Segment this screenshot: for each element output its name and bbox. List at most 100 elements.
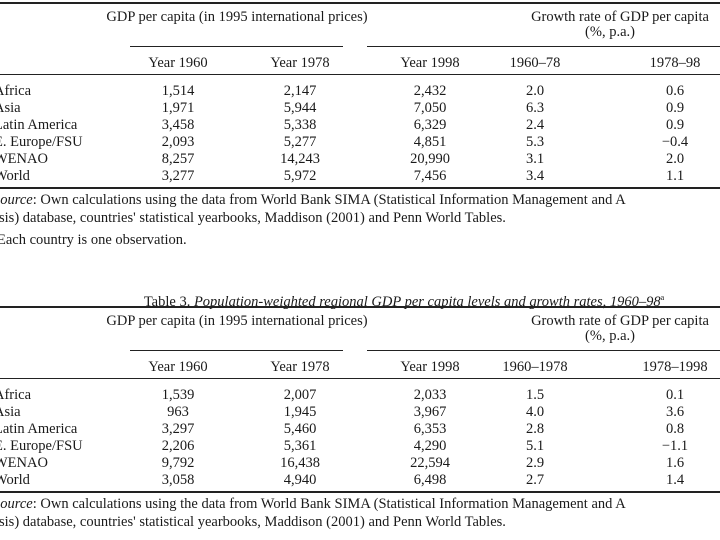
table-cell: 2,007 xyxy=(283,387,317,403)
column-header: 1960–78 xyxy=(509,55,561,71)
table-cell: 1.6 xyxy=(665,455,685,471)
table-cell: 6,329 xyxy=(413,117,447,133)
table-cell: 3,967 xyxy=(413,404,447,420)
table-cell: 2.0 xyxy=(665,151,685,167)
table-top-rule xyxy=(0,2,720,4)
table-cell: −0.4 xyxy=(661,134,689,150)
table-cell: 2,147 xyxy=(283,83,317,99)
column-header: Year 1960 xyxy=(148,55,208,71)
table-cell: 5.1 xyxy=(525,438,545,454)
table-caption: Table 3. Population-weighted regional GD… xyxy=(144,290,664,310)
table-cell: 963 xyxy=(167,404,189,420)
source-note-line1: Source: Own calculations using the data … xyxy=(0,496,626,512)
table-cell: 2,033 xyxy=(413,387,447,403)
row-label: Asia xyxy=(0,100,21,116)
row-label: Latin America xyxy=(0,117,78,133)
table-cell: 6.3 xyxy=(525,100,545,116)
source-note-line2: sis) database, countries' statistical ye… xyxy=(0,210,506,226)
table-cell: 5,972 xyxy=(283,168,317,184)
column-header: Year 1978 xyxy=(270,359,330,375)
table-cell: 5,460 xyxy=(283,421,317,437)
table-cell: 2.4 xyxy=(525,117,545,133)
table-cell: 6,498 xyxy=(413,472,447,488)
table-cell: 0.9 xyxy=(665,100,685,116)
growth-group-unit: (%, p.a.) xyxy=(585,24,635,40)
row-label: E. Europe/FSU xyxy=(0,438,83,454)
growth-group-unit: (%, p.a.) xyxy=(585,328,635,344)
source-note-line2: sis) database, countries' statistical ye… xyxy=(0,514,506,530)
caption-footnote-marker: a xyxy=(660,293,665,302)
growth-group-rule xyxy=(367,46,720,47)
gdp-group-rule xyxy=(130,350,343,351)
row-label: E. Europe/FSU xyxy=(0,134,83,150)
gdp-group-header: GDP per capita (in 1995 international pr… xyxy=(106,9,368,25)
header-bottom-rule xyxy=(0,74,720,75)
table-cell: 0.6 xyxy=(665,83,685,99)
table-cell: 1,971 xyxy=(161,100,195,116)
table-cell: 9,792 xyxy=(161,455,195,471)
source-label: Source xyxy=(0,496,33,512)
table-cell: 4,940 xyxy=(283,472,317,488)
row-label: Latin America xyxy=(0,421,78,437)
table-cell: 5,338 xyxy=(283,117,317,133)
table-cell: 3.4 xyxy=(525,168,545,184)
table-cell: 0.8 xyxy=(665,421,685,437)
table-cell: 8,257 xyxy=(161,151,195,167)
header-bottom-rule xyxy=(0,378,720,379)
table-cell: 3,458 xyxy=(161,117,195,133)
table-cell: 2,206 xyxy=(161,438,195,454)
table-footnote: Each country is one observation. xyxy=(0,232,187,248)
row-label: World xyxy=(0,472,30,488)
growth-group-header: Growth rate of GDP per capita xyxy=(531,9,709,25)
row-label: WENAO xyxy=(0,455,48,471)
table-cell: 1,514 xyxy=(161,83,195,99)
growth-group-rule xyxy=(367,350,720,351)
table-cell: 0.9 xyxy=(665,117,685,133)
table-cell: 3.6 xyxy=(665,404,685,420)
caption-label: Table 3. xyxy=(143,293,191,310)
row-label: WENAO xyxy=(0,151,48,167)
table-cell: 3.1 xyxy=(525,151,545,167)
table-cell: −1.1 xyxy=(661,438,689,454)
table-bottom-rule xyxy=(0,491,720,493)
column-header: Year 1960 xyxy=(148,359,208,375)
table-cell: 2.9 xyxy=(525,455,545,471)
table-cell: 2.0 xyxy=(525,83,545,99)
gdp-group-rule xyxy=(130,46,343,47)
source-text: : Own calculations using the data from W… xyxy=(32,496,626,512)
table-cell: 3,058 xyxy=(161,472,195,488)
table-cell: 4,290 xyxy=(413,438,447,454)
column-header: Year 1978 xyxy=(270,55,330,71)
column-header: Year 1998 xyxy=(400,359,460,375)
table-cell: 5,277 xyxy=(283,134,317,150)
table-cell: 1.1 xyxy=(665,168,685,184)
caption-title: Population-weighted regional GDP per cap… xyxy=(193,293,661,310)
table-cell: 16,438 xyxy=(280,455,320,471)
table-cell: 2.8 xyxy=(525,421,545,437)
table-cell: 0.1 xyxy=(665,387,685,403)
column-header: 1960–1978 xyxy=(502,359,568,375)
table-cell: 6,353 xyxy=(413,421,447,437)
table-cell: 1,945 xyxy=(283,404,317,420)
table-cell: 3,277 xyxy=(161,168,195,184)
gdp-group-header: GDP per capita (in 1995 international pr… xyxy=(106,313,368,329)
table-cell: 2,432 xyxy=(413,83,447,99)
source-label: Source xyxy=(0,192,33,208)
table-cell: 4,851 xyxy=(413,134,447,150)
table-cell: 2,093 xyxy=(161,134,195,150)
table-cell: 5.3 xyxy=(525,134,545,150)
growth-group-header: Growth rate of GDP per capita xyxy=(531,313,709,329)
row-label: Africa xyxy=(0,83,32,99)
row-label: World xyxy=(0,168,30,184)
table-cell: 1.5 xyxy=(525,387,545,403)
table-cell: 3,297 xyxy=(161,421,195,437)
table-cell: 1,539 xyxy=(161,387,195,403)
table-cell: 1.4 xyxy=(665,472,685,488)
column-header: Year 1998 xyxy=(400,55,460,71)
table-cell: 7,050 xyxy=(413,100,447,116)
column-header: 1978–98 xyxy=(649,55,701,71)
column-header: 1978–1998 xyxy=(642,359,708,375)
table-cell: 4.0 xyxy=(525,404,545,420)
table-cell: 7,456 xyxy=(413,168,447,184)
table-cell: 14,243 xyxy=(280,151,320,167)
